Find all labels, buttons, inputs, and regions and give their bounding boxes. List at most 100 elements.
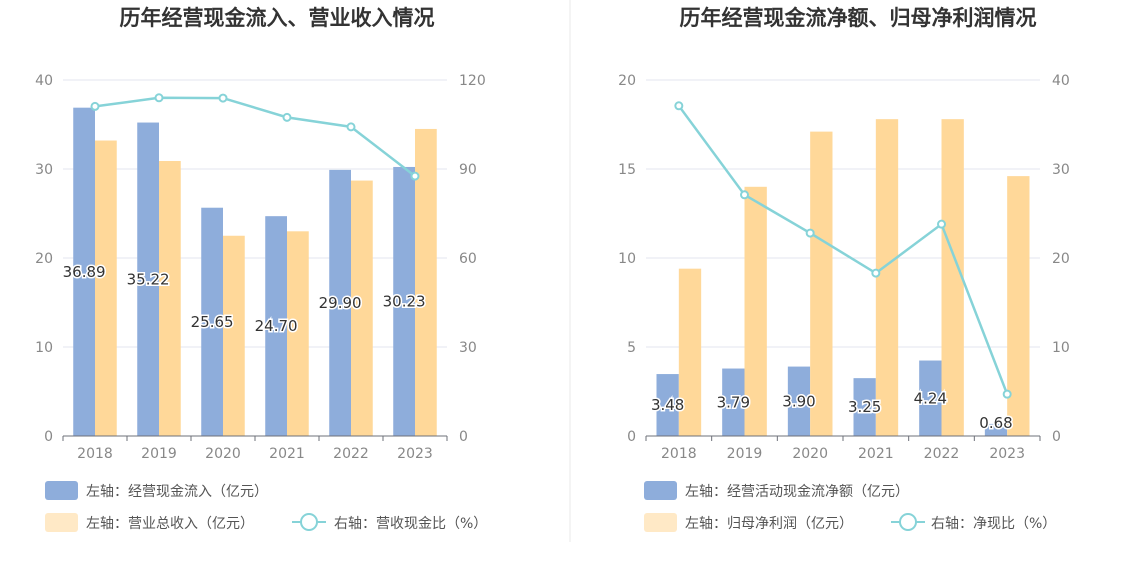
left-x-axis-label: 2023 — [397, 446, 433, 462]
legend-left-line-marker[interactable] — [300, 513, 318, 531]
left-line-point — [90, 101, 100, 111]
right-right-axis-tick: 40 — [1052, 73, 1070, 89]
left-bar-series2 — [223, 235, 245, 436]
right-left-axis-tick: 10 — [618, 251, 636, 267]
legend-right-label-3[interactable]: 右轴：净现比（%） — [931, 516, 1056, 532]
legend-left-label-2[interactable]: 左轴：营业总收入（亿元） — [86, 516, 254, 532]
legend-right-bar-swatch-2[interactable] — [644, 513, 677, 532]
right-bar-series2 — [1007, 176, 1030, 436]
legend-left-bar-swatch-2[interactable] — [45, 513, 78, 532]
left-x-axis-label: 2021 — [269, 446, 305, 462]
chart-right-title: 历年经营现金流净额、归母净利润情况 — [680, 6, 1037, 30]
right-x-axis-label: 2018 — [661, 446, 697, 462]
chart-left-title: 历年经营现金流入、营业收入情况 — [120, 6, 435, 30]
left-bar-series1 — [329, 169, 351, 436]
right-x-axis-label: 2021 — [858, 446, 894, 462]
right-bar-series2 — [875, 119, 899, 436]
left-bar-series1 — [201, 207, 223, 436]
right-bar-series1 — [787, 366, 811, 436]
right-left-axis-tick: 5 — [627, 340, 636, 356]
right-line-point — [937, 219, 946, 229]
left-line-point — [218, 93, 228, 103]
left-line-series — [94, 96, 416, 178]
left-right-axis-tick: 60 — [459, 251, 477, 267]
left-x-axis-label: 2018 — [77, 446, 113, 462]
right-right-axis-tick: 0 — [1052, 429, 1061, 445]
right-right-axis-tick: 20 — [1052, 251, 1070, 267]
right-left-axis-tick: 20 — [618, 73, 636, 89]
right-x-axis-label: 2019 — [727, 446, 763, 462]
right-left-axis-tick: 0 — [627, 429, 636, 445]
left-line-point — [154, 93, 164, 103]
right-x-axis-label: 2023 — [989, 446, 1025, 462]
right-right-axis-tick: 30 — [1052, 162, 1070, 178]
legend-left-label-1[interactable]: 左轴：经营现金流入（亿元） — [86, 484, 268, 500]
legend-right-bar-swatch-1[interactable] — [644, 481, 677, 500]
right-bar-series1 — [656, 374, 679, 436]
legend-right-label-2[interactable]: 左轴：归母净利润（亿元） — [685, 515, 853, 532]
left-bar-series1 — [393, 166, 415, 436]
right-line-point — [871, 268, 881, 278]
right-line-series — [677, 105, 1009, 395]
left-left-axis-tick: 0 — [44, 429, 53, 445]
left-line-point — [282, 112, 292, 122]
right-bar-value-label: 4.24 — [914, 389, 947, 407]
right-right-axis-tick: 10 — [1052, 340, 1070, 356]
left-bar-value-label: 30.23 — [383, 292, 426, 310]
chart-left-plot: 0 0 10 30 20 60 30 90 40 120 2018 2019 2020 2021 2022 2… — [35, 73, 486, 462]
right-bar-series2 — [941, 119, 964, 436]
right-bar-value-label: 3.48 — [651, 396, 684, 414]
left-bar-value-label: 35.22 — [127, 270, 170, 288]
right-x-axis-label: 2022 — [924, 446, 960, 462]
chart-right-legend[interactable]: 左轴：经营活动现金流净额（亿元） 左轴：归母净利润（亿元） 右轴：净现比（%） — [644, 481, 1056, 532]
chart-left-legend[interactable]: 左轴：经营现金流入（亿元） 左轴：营业总收入（亿元） 右轴：营收现金比（%） — [45, 481, 487, 532]
left-bar-series2 — [415, 128, 437, 436]
legend-right-label-1[interactable]: 左轴：经营活动现金流净额（亿元） — [685, 484, 909, 500]
left-x-axis-label: 2019 — [141, 446, 177, 462]
right-bar-value-label: 3.25 — [848, 398, 881, 416]
left-bar-series1 — [137, 122, 159, 437]
left-bar-series2 — [159, 160, 181, 437]
chart-left: 历年经营现金流入、营业收入情况 0 0 10 30 20 60 30 90 40 120 2018 2… — [35, 6, 487, 532]
left-x-axis-label: 2020 — [205, 446, 241, 462]
legend-left-label-3[interactable]: 右轴：营收现金比（%） — [334, 516, 487, 532]
left-bar-value-label: 36.89 — [63, 263, 106, 281]
right-bar-value-label: 3.79 — [717, 393, 750, 411]
right-bar-value-label: 3.90 — [782, 392, 815, 410]
right-bar-series1 — [984, 423, 1008, 436]
left-bar-series2 — [351, 180, 373, 436]
left-left-axis-tick: 20 — [35, 251, 53, 267]
right-bar-series1 — [919, 360, 942, 436]
left-bar-value-label: 24.70 — [255, 317, 298, 335]
chart-right-plot: 0 0 5 10 10 20 15 30 20 40 2018 2019 2020 2021 2022 202… — [618, 73, 1070, 462]
right-x-axis-label: 2020 — [792, 446, 828, 462]
right-left-axis-tick: 15 — [618, 162, 636, 178]
left-bar-series1 — [73, 107, 95, 436]
left-right-axis-tick: 0 — [459, 429, 468, 445]
left-left-axis-tick: 10 — [35, 340, 53, 356]
chart-right: 历年经营现金流净额、归母净利润情况 0 0 5 10 10 20 15 30 20 40 2018 2… — [618, 6, 1070, 532]
left-left-axis-tick: 40 — [35, 73, 53, 89]
right-line-point — [740, 190, 749, 200]
left-left-axis-tick: 30 — [35, 162, 53, 178]
right-line-point — [1002, 389, 1012, 399]
right-bar-value-label: 0.68 — [979, 414, 1012, 432]
left-right-axis-tick: 30 — [459, 340, 477, 356]
left-bar-value-label: 25.65 — [191, 313, 234, 331]
left-bar-series1 — [265, 216, 287, 436]
left-bar-series2 — [287, 231, 309, 436]
left-line-point — [410, 171, 420, 181]
left-x-axis-label: 2022 — [333, 446, 369, 462]
right-bar-series1 — [722, 368, 745, 436]
left-line-point — [346, 122, 356, 132]
left-bar-value-label: 29.90 — [319, 294, 362, 312]
right-bar-series2 — [744, 186, 767, 436]
right-bar-series1 — [853, 378, 876, 436]
legend-left-bar-swatch-1[interactable] — [45, 481, 78, 500]
right-bar-series2 — [678, 268, 702, 436]
left-right-axis-tick: 90 — [459, 162, 477, 178]
left-right-axis-tick: 120 — [459, 73, 486, 89]
legend-right-line-marker[interactable] — [899, 513, 917, 531]
